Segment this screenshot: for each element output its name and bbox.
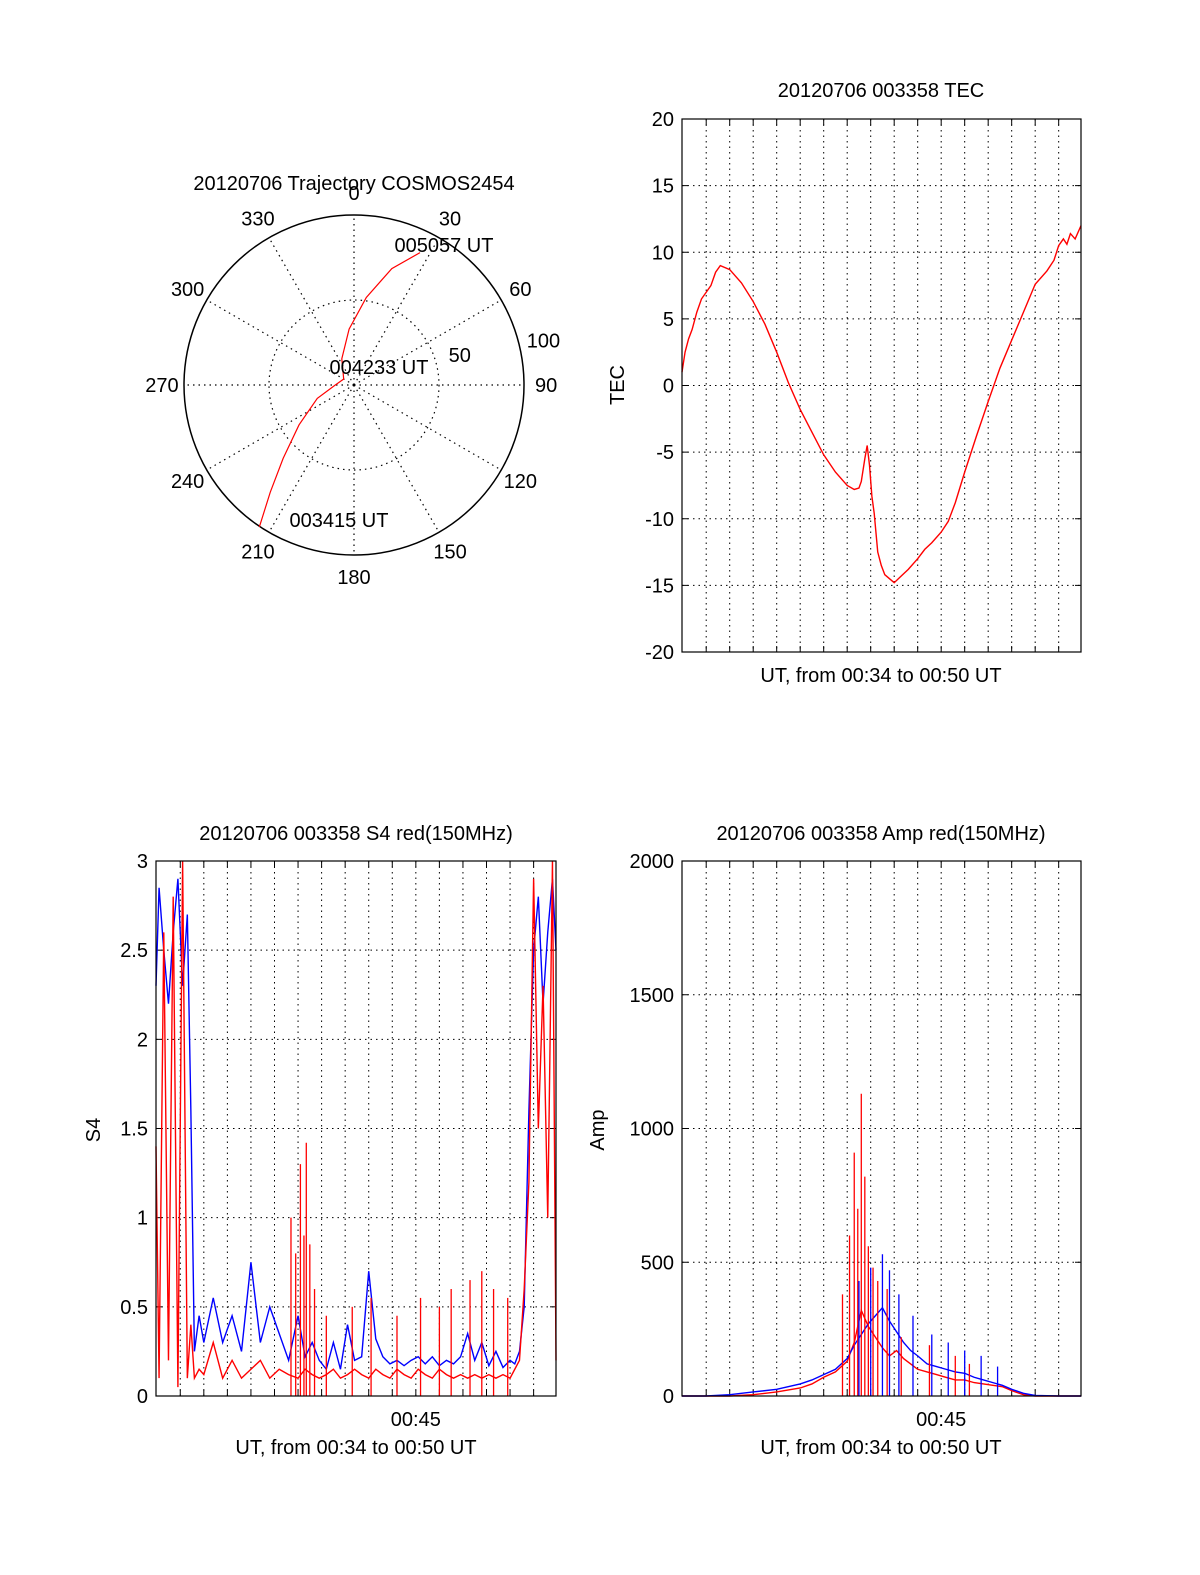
polar-spoke-30 [353,237,440,386]
y-tick-label: 500 [641,1252,674,1274]
polar-spoke-300 [206,299,355,386]
polar-angle-label: 0 [348,183,359,205]
polar-track-line [258,252,421,528]
y-tick-label: 3 [137,851,148,873]
tec-ylabel: TEC [607,365,629,405]
s4-chart: 20120706 003358 S4 red(150MHz) UT, from … [83,823,557,1459]
y-tick-label: -5 [656,442,674,464]
polar-radial-tick-label: 50 [449,345,471,367]
x-tick-label: 00:45 [916,1409,966,1431]
tec-chart: 20120706 003358 TEC UT, from 00:34 to 00… [607,80,1082,687]
tec-chart-title: 20120706 003358 TEC [778,80,984,102]
plot-frame [155,860,557,1397]
y-tick-label: -15 [645,575,674,597]
polar-spoke-210 [268,384,355,533]
polar-trajectory-chart: 20120706 Trajectory COSMOS2454 50 100 0 30 6… [145,173,560,589]
series-line-blue [682,1306,1081,1397]
polar-angle-label: 210 [241,541,274,563]
polar-angle-label: 150 [433,541,466,563]
y-tick-label: -20 [645,642,674,664]
polar-spoke-120 [353,384,502,471]
polar-chart-title: 20120706 Trajectory COSMOS2454 [193,173,514,195]
s4-xlabel: UT, from 00:34 to 00:50 UT [235,1437,476,1459]
y-tick-label: 20 [652,109,674,131]
y-tick-label: 15 [652,176,674,198]
polar-track-annotation: 005057 UT [395,235,494,257]
polar-angle-label: 240 [171,471,204,493]
y-tick-label: 2 [137,1029,148,1051]
series-line-red [681,225,1082,584]
y-tick-label: 2.5 [120,940,148,962]
series-line-red [682,1308,1081,1397]
y-tick-label: 0 [137,1386,148,1408]
polar-ring-50 [268,299,440,471]
polar-angle-label: 330 [241,209,274,231]
polar-spoke-150 [353,384,440,533]
y-tick-label: 1 [137,1208,148,1230]
polar-spoke-330 [268,237,355,386]
plot-frame [681,860,1082,1397]
y-tick-label: 10 [652,242,674,264]
polar-angle-label: 60 [509,279,531,301]
series-line-blue [155,878,557,1371]
y-tick-label: 0.5 [120,1297,148,1319]
polar-radial-tick-label: 100 [527,330,560,352]
polar-spoke-60 [353,299,502,386]
polar-angle-label: 270 [145,375,178,397]
y-tick-label: 5 [663,309,674,331]
x-tick-label: 00:45 [391,1409,441,1431]
tec-xlabel: UT, from 00:34 to 00:50 UT [760,665,1001,687]
polar-track-annotation: 004233 UT [330,357,429,379]
polar-ring-100 [183,214,525,556]
s4-ylabel: S4 [83,1118,105,1142]
y-tick-label: -10 [645,509,674,531]
s4-chart-title: 20120706 003358 S4 red(150MHz) [199,823,513,845]
amp-chart-title: 20120706 003358 Amp red(150MHz) [716,823,1045,845]
y-tick-label: 1000 [630,1119,675,1141]
amp-chart: 20120706 003358 Amp red(150MHz) UT, from… [587,823,1082,1459]
y-tick-label: 0 [663,376,674,398]
polar-angle-label: 300 [171,279,204,301]
amp-xlabel: UT, from 00:34 to 00:50 UT [760,1437,1001,1459]
y-tick-label: 1.5 [120,1119,148,1141]
polar-angle-label: 90 [535,375,557,397]
polar-spoke-240 [206,384,355,471]
polar-angle-label: 30 [439,209,461,231]
y-tick-label: 2000 [630,851,675,873]
polar-angle-label: 180 [337,567,370,589]
polar-angle-label: 120 [504,471,537,493]
y-tick-label: 1500 [630,985,675,1007]
polar-track-annotation: 003415 UT [290,510,389,532]
y-tick-label: 0 [663,1386,674,1408]
plot-frame [681,118,1082,653]
amp-ylabel: Amp [587,1109,609,1150]
series-line-red [155,860,557,1388]
